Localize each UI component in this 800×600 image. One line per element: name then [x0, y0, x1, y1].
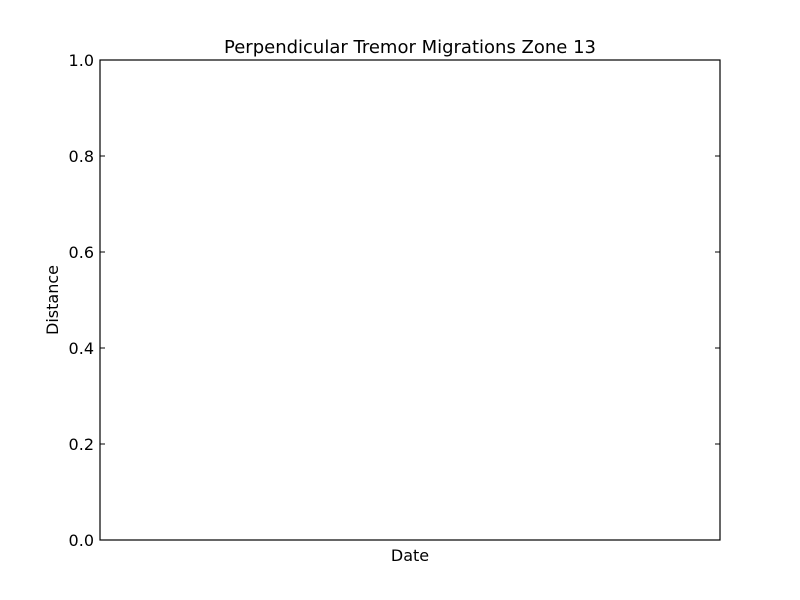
y-axis: 0.0 0.2 0.4 0.6 0.8 1.0 [69, 51, 720, 550]
chart-title: Perpendicular Tremor Migrations Zone 13 [224, 37, 596, 58]
y-axis-label: Distance [43, 265, 62, 335]
axes-frame [99, 59, 721, 541]
y-tick-label: 0.6 [69, 243, 94, 262]
plot-area [99, 59, 721, 541]
x-axis-label: Date [391, 546, 429, 565]
y-tick-label: 1.0 [69, 51, 94, 70]
y-tick-label: 0.2 [69, 435, 94, 454]
y-tick-label: 0.0 [69, 531, 94, 550]
y-tick-label: 0.8 [69, 147, 94, 166]
y-tick-label: 0.4 [69, 339, 94, 358]
